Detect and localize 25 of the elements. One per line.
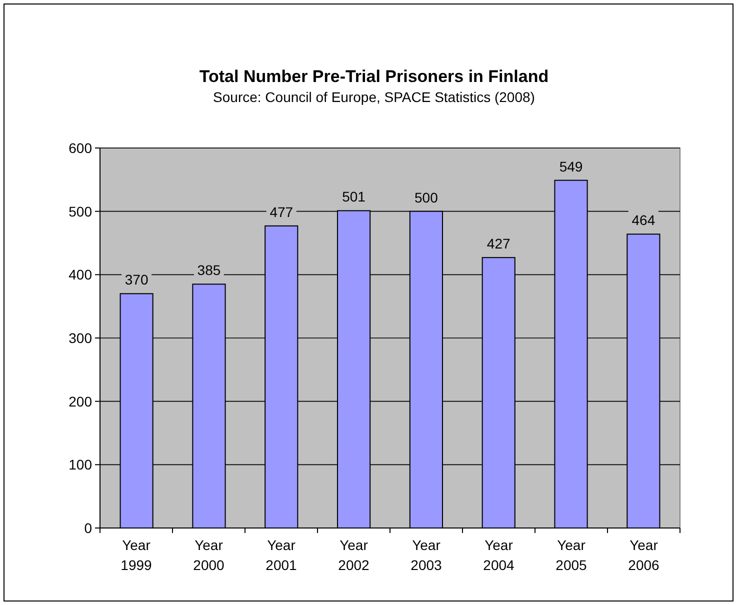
y-tick-label: 500 [68,203,92,220]
y-tick-label: 600 [68,140,92,156]
x-tick-label: Year 2006 [628,537,660,573]
data-label: 464 [632,212,656,228]
x-tick-label: Year 2001 [266,537,298,573]
y-tick-label: 100 [68,456,92,473]
x-tick-label: Year 2002 [338,537,370,573]
y-tick-label: 0 [84,520,92,536]
y-tick-label: 400 [68,266,92,283]
chart-title: Total Number Pre-Trial Prisoners in Finland [199,67,549,86]
x-tick-label: Year 2003 [410,537,442,573]
data-label: 501 [342,188,366,205]
x-tick-label: Year 2000 [193,537,225,573]
data-label: 385 [197,262,221,278]
x-tick-label: Year 1999 [120,537,152,573]
x-tick-label: Year 2005 [556,537,588,573]
data-label: 549 [559,158,583,174]
data-label: 477 [270,204,294,220]
y-tick-label: 300 [68,330,92,346]
chart-subtitle: Source: Council of Europe, SPACE Statistics (2008) [213,89,535,105]
y-tick-label: 200 [68,393,92,410]
data-label: 500 [414,189,438,206]
data-label: 427 [486,236,511,252]
x-tick-label: Year 2004 [483,537,515,573]
data-label: 370 [124,272,148,288]
